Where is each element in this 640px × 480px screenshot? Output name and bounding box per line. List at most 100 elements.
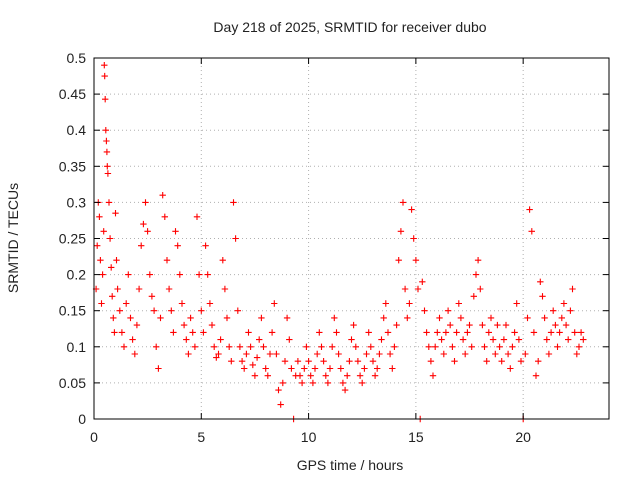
data-point — [483, 358, 490, 365]
data-point — [223, 314, 231, 322]
data-point — [102, 96, 109, 103]
data-point — [335, 350, 342, 358]
data-point — [241, 365, 248, 372]
data-point — [296, 372, 304, 379]
x-axis-label: GPS time / hours — [297, 457, 404, 473]
data-point — [384, 329, 392, 336]
data-point — [311, 365, 319, 372]
y-tick-label: 0 — [78, 411, 86, 427]
data-point — [474, 257, 482, 264]
data-point — [427, 358, 435, 365]
data-point — [339, 379, 347, 387]
data-point — [135, 285, 143, 293]
axis-ticks — [93, 57, 609, 420]
data-point — [464, 329, 471, 336]
data-point — [318, 343, 325, 350]
data-point — [376, 350, 383, 358]
data-point — [401, 285, 409, 293]
data-point — [230, 199, 237, 206]
data-point — [455, 300, 462, 307]
data-point — [421, 307, 428, 314]
data-point — [541, 314, 548, 322]
data-point — [447, 321, 454, 329]
data-point — [492, 350, 499, 358]
data-point — [537, 278, 544, 285]
data-point — [341, 386, 349, 394]
data-point — [326, 365, 334, 372]
data-point — [569, 285, 576, 293]
data-point — [513, 300, 520, 307]
data-point — [268, 329, 276, 336]
data-point — [221, 285, 229, 293]
data-point — [560, 300, 568, 307]
data-point — [191, 343, 199, 350]
data-point — [281, 358, 289, 365]
data-point — [397, 228, 405, 235]
data-point — [258, 314, 265, 322]
data-point — [165, 285, 173, 293]
data-point — [567, 307, 574, 314]
y-tick-label: 0.05 — [59, 375, 86, 391]
data-point — [573, 350, 580, 358]
y-tick-label: 0.1 — [67, 339, 87, 355]
data-point — [462, 350, 469, 358]
data-point — [354, 358, 362, 365]
data-point — [193, 213, 201, 220]
y-axis-label: SRMTID / TECUs — [5, 183, 21, 293]
data-point — [294, 358, 302, 365]
data-point — [365, 329, 372, 336]
data-point — [155, 365, 162, 372]
data-point — [131, 350, 138, 358]
data-point — [571, 329, 578, 336]
data-point — [266, 350, 274, 358]
y-tick-label: 0.3 — [67, 194, 87, 210]
data-point — [498, 358, 505, 365]
data-point — [238, 358, 246, 365]
data-point — [554, 343, 561, 350]
data-point — [408, 206, 415, 213]
data-point — [453, 329, 460, 336]
data-point — [174, 242, 181, 249]
data-point — [303, 343, 310, 350]
data-point — [440, 350, 447, 358]
data-point — [104, 163, 111, 170]
data-point — [344, 372, 351, 379]
data-point — [479, 321, 486, 329]
data-point — [485, 329, 492, 336]
data-point — [320, 358, 327, 365]
data-point — [113, 257, 120, 264]
data-point — [322, 372, 329, 379]
data-point — [363, 350, 370, 358]
data-point — [150, 307, 158, 314]
data-point — [517, 358, 525, 365]
data-point — [101, 62, 108, 69]
data-point — [438, 336, 445, 343]
data-point — [457, 314, 465, 322]
y-tick-label: 0.2 — [67, 267, 87, 283]
data-point — [101, 72, 108, 80]
data-point — [109, 293, 116, 300]
data-point — [103, 137, 110, 145]
data-point — [211, 343, 218, 350]
data-point — [142, 199, 149, 206]
data-point — [98, 300, 105, 307]
data-point — [419, 278, 426, 285]
data-point — [110, 314, 117, 322]
data-point — [309, 379, 317, 387]
data-point — [389, 365, 396, 372]
data-point — [404, 314, 411, 322]
y-tick-label: 0.35 — [59, 158, 86, 174]
data-point — [580, 336, 587, 343]
data-point — [406, 300, 413, 307]
data-point — [324, 379, 332, 387]
data-point — [307, 372, 314, 379]
data-point — [575, 343, 583, 350]
data-point — [273, 350, 280, 358]
data-point — [333, 329, 340, 336]
data-point — [108, 264, 115, 271]
data-point — [562, 321, 570, 329]
data-point — [489, 336, 497, 343]
data-point — [432, 343, 439, 350]
y-tick-label: 0.4 — [67, 122, 87, 138]
